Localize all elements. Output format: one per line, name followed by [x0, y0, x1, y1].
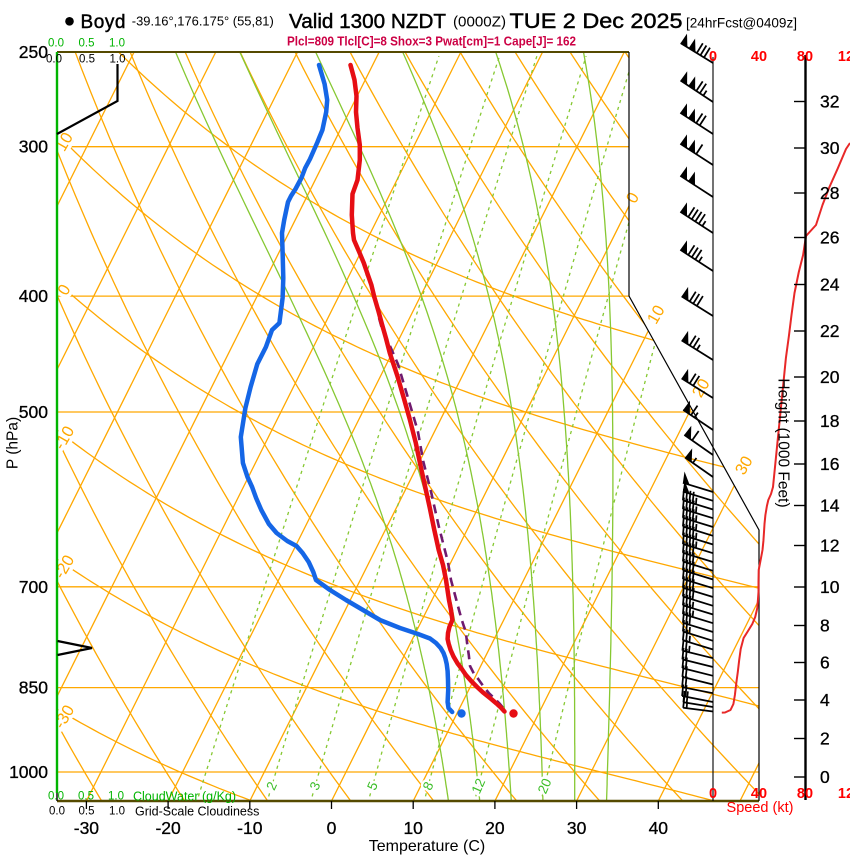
svg-text:(0000Z): (0000Z): [453, 14, 506, 31]
svg-text:12: 12: [838, 49, 850, 65]
svg-text:0.5: 0.5: [79, 38, 95, 50]
svg-text:6: 6: [820, 653, 830, 673]
svg-text:P (hPa): P (hPa): [5, 417, 22, 469]
svg-text:-39.16°,176.175° (55,81): -39.16°,176.175° (55,81): [132, 14, 274, 29]
svg-text:28: 28: [820, 183, 839, 203]
svg-text:1.0: 1.0: [109, 38, 125, 50]
svg-text:0: 0: [327, 818, 337, 838]
svg-text:0: 0: [709, 49, 717, 65]
svg-text:0.5: 0.5: [78, 791, 94, 803]
svg-text:300: 300: [19, 137, 48, 157]
svg-text:10: 10: [820, 577, 840, 597]
svg-text:-20: -20: [155, 818, 181, 838]
svg-text:-30: -30: [74, 818, 100, 838]
svg-text:0.0: 0.0: [46, 54, 62, 66]
svg-text:80: 80: [797, 49, 813, 65]
svg-text:400: 400: [19, 286, 48, 306]
svg-text:12: 12: [820, 536, 839, 556]
svg-text:Height (1000 Feet): Height (1000 Feet): [775, 378, 792, 507]
svg-text:0.0: 0.0: [48, 38, 64, 50]
svg-text:Temperature (C): Temperature (C): [369, 838, 485, 855]
svg-text:4: 4: [820, 690, 830, 710]
svg-text:26: 26: [820, 228, 839, 248]
svg-text:500: 500: [19, 402, 48, 422]
svg-text:20: 20: [485, 818, 505, 838]
svg-text:-10: -10: [237, 818, 263, 838]
svg-text:16: 16: [820, 454, 839, 474]
svg-text:14: 14: [820, 496, 840, 516]
svg-text:Speed (kt): Speed (kt): [727, 800, 794, 816]
svg-text:12: 12: [838, 786, 850, 802]
svg-text:0.0: 0.0: [48, 791, 64, 803]
svg-text:250: 250: [19, 42, 48, 62]
svg-text:0.5: 0.5: [79, 806, 95, 818]
svg-text:Plcl=809 Tlcl[C]=8 Shox=3 Pwat: Plcl=809 Tlcl[C]=8 Shox=3 Pwat[cm]=1 Cap…: [287, 35, 576, 49]
svg-text:1.0: 1.0: [110, 54, 126, 66]
svg-text:Valid 1300 NZDT: Valid 1300 NZDT: [289, 10, 446, 33]
svg-text:Grid-Scale Cloudiness: Grid-Scale Cloudiness: [135, 805, 259, 819]
svg-text:32: 32: [820, 92, 839, 112]
svg-text:1.0: 1.0: [109, 806, 125, 818]
svg-text:40: 40: [751, 786, 767, 802]
svg-text:1000: 1000: [9, 762, 48, 782]
svg-text:0: 0: [709, 786, 717, 802]
svg-text:30: 30: [820, 138, 840, 158]
svg-text:TUE 2 Dec 2025: TUE 2 Dec 2025: [510, 9, 683, 33]
svg-text:Boyd: Boyd: [81, 12, 126, 33]
svg-text:24: 24: [820, 275, 840, 295]
svg-text:8: 8: [820, 616, 830, 636]
svg-text:[24hrFcst@0409z]: [24hrFcst@0409z]: [686, 15, 797, 31]
svg-text:40: 40: [649, 818, 669, 838]
svg-text:0: 0: [820, 767, 830, 787]
svg-text:80: 80: [797, 786, 813, 802]
svg-text:2: 2: [820, 729, 830, 749]
svg-text:30: 30: [567, 818, 587, 838]
svg-text:20: 20: [820, 367, 840, 387]
svg-text:18: 18: [820, 411, 839, 431]
svg-text:850: 850: [19, 678, 48, 698]
svg-text:CloudWater (g/Kg): CloudWater (g/Kg): [133, 790, 236, 804]
svg-text:1.0: 1.0: [108, 791, 124, 803]
svg-text:0.5: 0.5: [79, 54, 95, 66]
svg-text:40: 40: [751, 49, 767, 65]
svg-text:22: 22: [820, 321, 839, 341]
svg-text:10: 10: [403, 818, 423, 838]
svg-text:0.0: 0.0: [49, 806, 65, 818]
svg-text:700: 700: [19, 577, 48, 597]
